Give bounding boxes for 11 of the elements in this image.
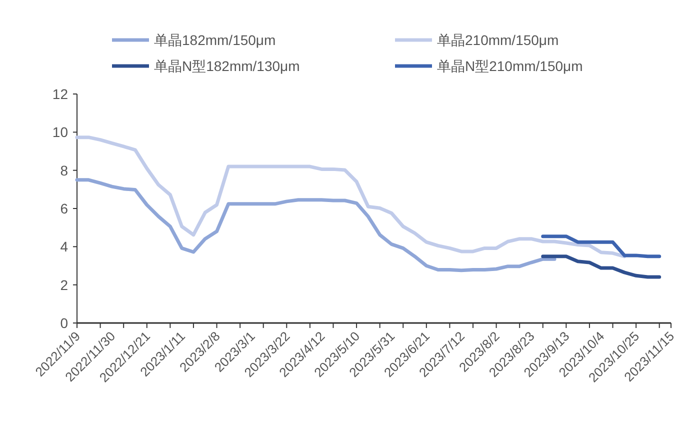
y-tick-label: 4 [60,238,68,255]
y-tick-label: 2 [60,276,68,293]
y-tick-label: 12 [52,86,68,102]
y-tick-label: 10 [52,124,68,140]
y-tick-label: 8 [60,162,68,178]
legend-label: 单晶182mm/150μm [154,32,276,48]
y-tick-label: 6 [60,200,68,216]
legend-label: 单晶N型210mm/150μm [437,58,583,74]
y-tick-label: 0 [60,315,68,331]
legend-label: 单晶210mm/150μm [437,32,559,48]
legend-label: 单晶N型182mm/130μm [154,58,300,74]
